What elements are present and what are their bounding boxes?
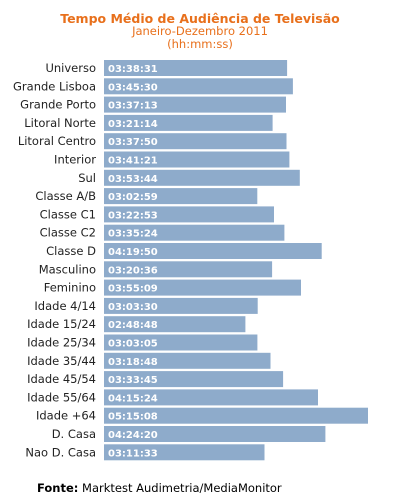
category-label: Idade 4/14 [34, 299, 96, 313]
bar-value-label: 04:24:20 [108, 430, 158, 441]
bar [104, 389, 318, 406]
category-label: Classe A/B [35, 189, 96, 203]
bar-value-label: 04:19:50 [108, 247, 158, 258]
category-label: Nao D. Casa [25, 445, 96, 459]
bar-chart: Universo 03:38:31 Grande Lisboa 03:45:30 Gra… [13, 60, 368, 461]
category-label: Classe C2 [40, 226, 96, 240]
chart-title: Tempo Médio de Audiência de Televisão [60, 11, 340, 26]
bar-value-label: 03:53:44 [108, 174, 158, 185]
bar-value-label: 04:15:24 [108, 393, 158, 404]
bar-value-label: 03:33:45 [108, 375, 158, 386]
category-label: Idade 15/24 [27, 317, 96, 331]
bar-value-label: 03:03:30 [108, 302, 158, 313]
category-label: Classe D [46, 244, 96, 258]
category-label: Universo [45, 61, 96, 75]
bar-value-label: 05:15:08 [108, 412, 158, 423]
bar-value-label: 03:03:05 [108, 339, 158, 350]
bar-value-label: 03:37:50 [108, 137, 158, 148]
category-label: Idade 55/64 [27, 390, 96, 404]
bar [104, 261, 273, 278]
category-label: Interior [54, 153, 96, 167]
bar-value-label: 03:11:33 [108, 448, 158, 459]
category-label: Grande Porto [20, 98, 96, 112]
bar-value-label: 03:20:36 [108, 265, 158, 276]
bar [104, 206, 274, 223]
category-label: Litoral Centro [18, 134, 96, 148]
bar [104, 151, 290, 168]
category-label: Idade 25/34 [27, 336, 96, 350]
bar [104, 78, 293, 95]
bar [104, 243, 322, 259]
category-label: Idade +64 [36, 409, 96, 423]
bar-value-label: 03:41:21 [108, 156, 158, 167]
bar-value-label: 03:38:31 [108, 64, 158, 75]
bar [104, 60, 288, 76]
bar [104, 371, 284, 388]
category-label: Idade 45/54 [27, 372, 96, 386]
category-label: Masculino [39, 262, 96, 276]
bar [104, 279, 301, 296]
bar-value-label: 03:18:48 [108, 357, 158, 368]
bar [104, 426, 326, 442]
bar [104, 352, 271, 369]
category-label: Feminino [44, 281, 96, 295]
bar [104, 224, 285, 241]
category-label: D. Casa [52, 427, 96, 441]
category-label: Classe C1 [40, 207, 96, 221]
source-label: Fonte: [37, 481, 79, 495]
bar [104, 444, 265, 461]
bar-value-label: 03:55:09 [108, 284, 158, 295]
bar-value-label: 03:21:14 [108, 119, 158, 130]
category-label: Grande Lisboa [13, 79, 96, 93]
bar [104, 133, 287, 150]
bar-value-label: 03:02:59 [108, 192, 158, 203]
bar-value-label: 03:22:53 [108, 210, 158, 221]
bar [104, 407, 368, 424]
category-label: Litoral Norte [24, 116, 96, 130]
bar [104, 114, 273, 131]
bar-value-label: 02:48:48 [108, 320, 158, 331]
category-label: Idade 35/44 [27, 354, 96, 368]
bar-value-label: 03:37:13 [108, 101, 158, 112]
chart-subtitle: Janeiro-Dezembro 2011 [132, 24, 268, 38]
bar-value-label: 03:45:30 [108, 82, 158, 93]
chart-title-block: Tempo Médio de Audiência de Televisão Ja… [0, 12, 400, 51]
bar [104, 169, 300, 186]
source-note: Fonte: Marktest Audimetria/MediaMonitor [37, 481, 282, 495]
bar-value-label: 03:35:24 [108, 229, 158, 240]
bar [104, 96, 286, 113]
bar [104, 316, 246, 333]
bar [104, 334, 258, 351]
bar [104, 188, 258, 205]
bar [104, 297, 258, 314]
chart-unit-label: (hh:mm:ss) [167, 37, 233, 51]
category-label: Sul [78, 171, 96, 185]
source-text: Marktest Audimetria/MediaMonitor [82, 481, 282, 495]
